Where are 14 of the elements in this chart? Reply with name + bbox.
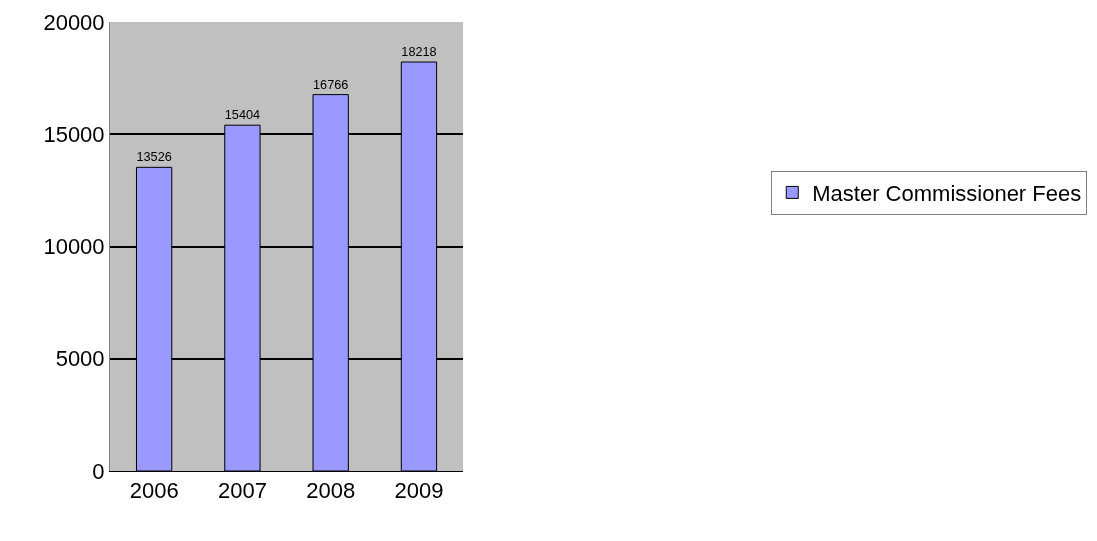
data-label: 15404 <box>224 108 261 123</box>
x-tick-label: 2007 <box>217 478 267 504</box>
data-label: 18218 <box>401 45 437 60</box>
x-tick-label: 2006 <box>129 478 179 504</box>
data-label: 13526 <box>136 150 172 165</box>
x-tick-label: 2009 <box>394 478 444 504</box>
legend-label: Master Commissioner Fees <box>812 181 1082 206</box>
y-tick-label: 20000 <box>43 9 105 35</box>
y-tick-label: 5000 <box>55 346 105 372</box>
data-label: 16766 <box>313 77 349 92</box>
x-tick-label: 2008 <box>306 478 356 504</box>
y-tick-label: 10000 <box>43 234 105 260</box>
y-tick-label: 15000 <box>43 121 105 147</box>
y-tick-label: 0 <box>92 458 105 484</box>
